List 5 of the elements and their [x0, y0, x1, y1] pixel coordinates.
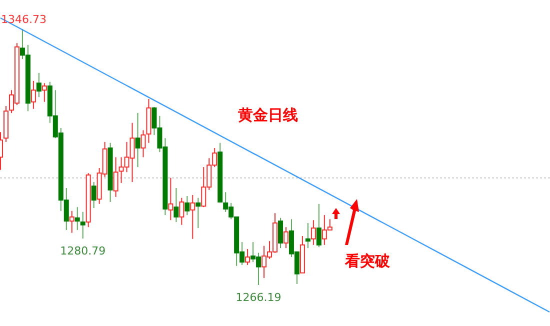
annotation: 1266.19: [236, 291, 282, 304]
annotation: 黄金日线: [238, 106, 298, 124]
annotation: 看突破: [345, 252, 390, 270]
annotation: 1346.73: [1, 13, 46, 26]
annotation: 1280.79: [60, 244, 106, 258]
